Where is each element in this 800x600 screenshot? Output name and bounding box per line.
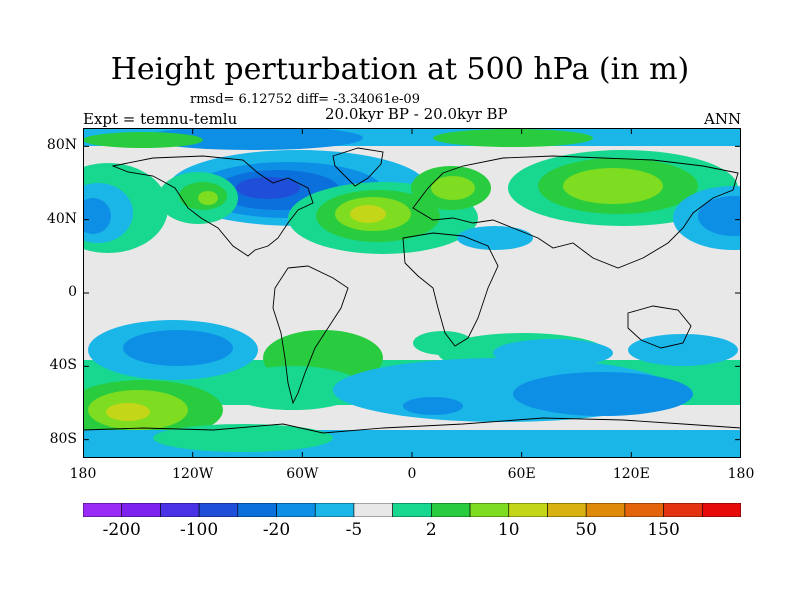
colorbar-label: -20 [262,520,291,540]
contour-region [153,424,333,452]
colorbar-label: -200 [102,520,141,540]
contour-region [457,226,533,250]
contour-region [198,191,218,205]
colorbar-box [276,503,316,517]
contour-region [83,132,203,148]
y-tick-label: 0 [68,284,77,300]
colorbar [83,503,741,517]
colorbar-box [431,503,471,517]
contour-region [403,397,463,415]
colorbar-label: 150 [647,520,680,540]
coastline-greenland [332,147,384,187]
y-tick-label: 40N [46,210,77,227]
colorbar-boxes [83,503,741,517]
colorbar-box [353,503,393,517]
contour-region [236,177,300,199]
contour-region [563,168,663,204]
colorbar-box [83,503,123,517]
coastline-africa [402,232,499,347]
contour-region [106,403,150,421]
colorbar-box [198,503,239,517]
coastline-north-america [111,155,314,257]
experiment-label: Expt = temnu-temlu [83,110,238,128]
x-tick-label: 60E [507,466,536,482]
colorbar-box [701,503,741,517]
colorbar-box [508,503,548,517]
coastline-australia [627,305,692,349]
colorbar-box [624,503,664,517]
contour-region [698,196,741,236]
season-label: ANN [704,110,742,128]
colorbar-box [585,503,626,517]
y-tick-label: 40S [49,357,77,374]
plot-title: Height perturbation at 500 hPa (in m) [110,52,690,87]
height-perturbation-map [83,128,741,458]
colorbar-label: 50 [575,520,597,540]
colorbar-box [160,503,200,517]
colorbar-box [547,503,587,517]
contour-region [350,205,386,223]
x-tick-label: 180 [69,466,97,482]
coastline-south-america [272,265,349,405]
contour-fields [83,128,741,458]
contour-region [433,129,593,147]
x-tick-label: 180 [727,466,755,482]
contour-region [143,128,363,150]
y-tick-label: 80N [46,137,77,154]
rmsd-diff-stats: rmsd= 6.12752 diff= -3.34061e-09 [190,92,420,107]
contour-region [628,334,738,366]
coastlines [83,147,741,434]
coastline-antarctica [83,417,741,434]
contour-region [431,176,475,200]
contour-region [513,372,693,416]
x-tick-label: 0 [407,466,417,482]
x-tick-label: 120E [612,466,650,482]
colorbar-label: -5 [345,520,363,540]
x-tick-label: 60W [286,466,319,482]
colorbar-box [663,503,703,517]
contour-region [83,198,111,234]
colorbar-label: 2 [425,520,437,540]
period-label: 20.0kyr BP - 20.0kyr BP [325,105,508,123]
contour-region [123,330,233,366]
colorbar-box [469,503,510,517]
colorbar-box [237,503,277,517]
contour-region [413,331,473,355]
y-tick-label: 80S [49,430,77,447]
contour-region [223,366,363,410]
coastline-eurasia [412,155,739,269]
axis-ticks [83,128,741,458]
colorbar-box [121,503,161,517]
colorbar-label: -100 [180,520,219,540]
colorbar-box [314,503,355,517]
colorbar-label: 10 [497,520,520,540]
x-tick-label: 120W [172,466,214,482]
colorbar-box [392,503,432,517]
